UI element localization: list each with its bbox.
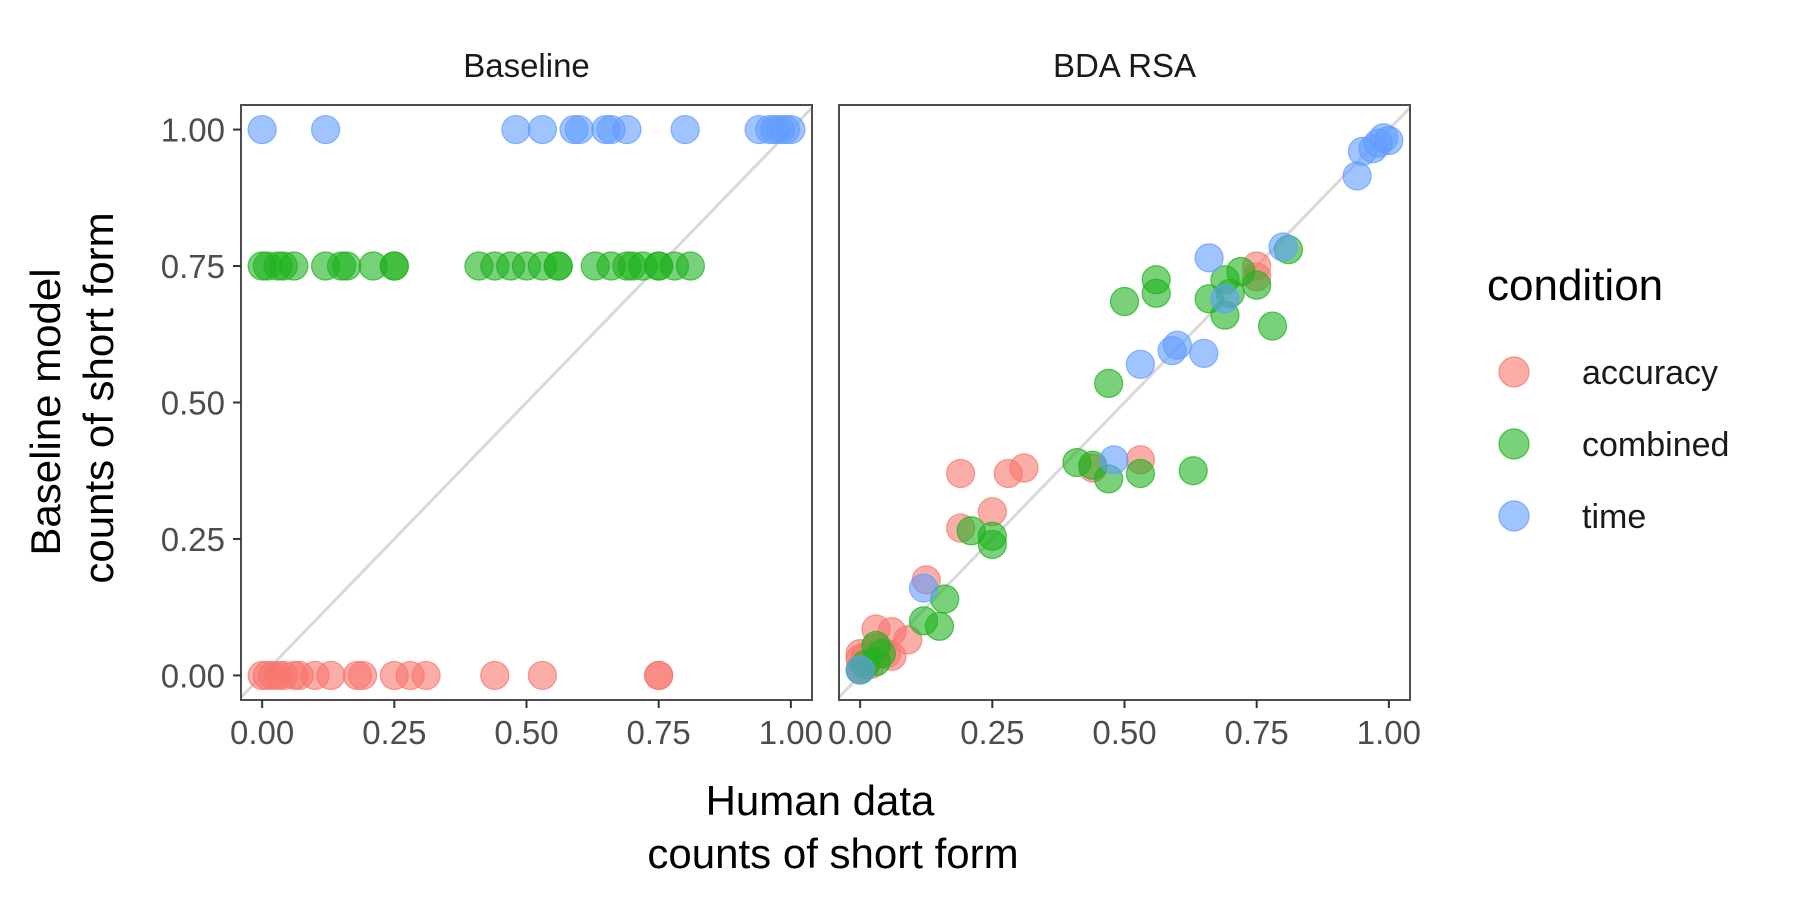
point-time — [1268, 232, 1298, 262]
legend-key-combined — [1498, 428, 1530, 460]
point-time — [1374, 125, 1404, 156]
legend-label-combined: combined — [1582, 426, 1729, 464]
panel-title: BDA RSA — [1053, 47, 1196, 84]
reference-line — [241, 106, 812, 699]
point-time — [1189, 338, 1219, 368]
x-tick-label: 0.50 — [1092, 714, 1156, 751]
x-tick-label: 1.00 — [1357, 714, 1421, 751]
x-axis-title-line-2: counts of short form — [647, 830, 1018, 877]
point-accuracy — [1009, 453, 1039, 483]
point-time — [527, 114, 557, 145]
point-accuracy — [480, 660, 510, 691]
point-combined — [1242, 270, 1272, 300]
points — [845, 123, 1404, 685]
point-time — [501, 114, 531, 145]
point-time — [612, 114, 642, 145]
point-time — [247, 114, 277, 145]
point-combined — [279, 251, 309, 281]
legend-label-accuracy: accuracy — [1582, 354, 1718, 392]
point-time — [564, 114, 594, 145]
x-tick-label: 0.00 — [230, 714, 294, 751]
point-time — [908, 573, 939, 603]
point-accuracy — [644, 660, 674, 691]
x-tick-label: 0.50 — [494, 714, 558, 751]
point-combined — [977, 521, 1007, 551]
point-time — [1194, 243, 1224, 273]
y-axis-title-line-1: Baseline model — [22, 268, 69, 555]
point-combined — [1094, 368, 1124, 398]
point-combined — [332, 251, 362, 281]
point-combined — [1109, 286, 1140, 317]
x-tick-label: 0.25 — [960, 714, 1024, 751]
point-combined — [1178, 456, 1208, 486]
point-combined — [1257, 311, 1288, 341]
x-axis-title-line-1: Human data — [706, 777, 935, 824]
point-time — [670, 114, 700, 145]
point-accuracy — [977, 497, 1007, 527]
y-tick-label: 0.00 — [161, 657, 225, 694]
point-time — [1162, 330, 1192, 360]
point-time — [1099, 445, 1129, 475]
y-tick-label: 0.75 — [161, 248, 225, 285]
point-combined — [543, 251, 573, 281]
point-combined — [1141, 265, 1171, 295]
y-tick-label: 0.50 — [161, 385, 225, 422]
legend-key-time — [1498, 500, 1530, 532]
point-time — [845, 655, 875, 685]
y-tick-label: 0.25 — [161, 521, 225, 558]
point-accuracy — [348, 660, 378, 691]
point-time — [1210, 284, 1240, 314]
point-accuracy — [411, 660, 441, 691]
x-tick-label: 1.00 — [759, 714, 823, 751]
y-axis-title-line-2: counts of short form — [75, 212, 122, 583]
points — [247, 114, 806, 691]
x-tick-label: 0.25 — [362, 714, 426, 751]
point-time — [776, 114, 806, 145]
legend: condition accuracy combined time — [1487, 261, 1729, 536]
legend-key-accuracy — [1498, 356, 1530, 388]
panel-bda-rsa: BDA RSA 0.00 0.25 0.50 0.75 1.00 — [828, 47, 1421, 751]
point-combined — [675, 251, 705, 281]
point-accuracy — [527, 660, 557, 691]
x-tick-label: 0.75 — [1225, 714, 1289, 751]
point-combined — [1125, 458, 1155, 489]
point-time — [1125, 349, 1155, 379]
legend-label-time: time — [1582, 498, 1646, 536]
y-tick-label: 1.00 — [161, 112, 225, 149]
panel-baseline: Baseline 0.00 0.25 0.50 0.75 1.00 0.00 0.25 0.50… — [161, 47, 823, 751]
point-time — [310, 114, 341, 145]
x-tick-label: 0.00 — [828, 714, 892, 751]
legend-title: condition — [1487, 261, 1663, 310]
point-accuracy — [946, 458, 976, 489]
panel-title: Baseline — [463, 47, 590, 84]
point-combined — [924, 611, 955, 641]
x-tick-label: 0.75 — [627, 714, 691, 751]
point-combined — [861, 630, 891, 661]
point-combined — [379, 251, 409, 281]
point-time — [1342, 161, 1372, 191]
point-accuracy — [893, 625, 923, 655]
point-accuracy — [316, 660, 346, 691]
